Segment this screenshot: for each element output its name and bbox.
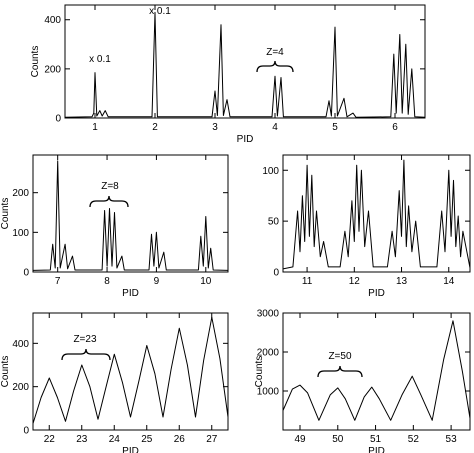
brace [317,365,363,378]
y-axis-label: Counts [254,356,265,388]
spectrum-line [32,316,229,424]
x-tick-label: 25 [141,434,153,445]
y-tick-label: 0 [23,426,29,437]
x-tick-label: 6 [392,122,398,133]
y-axis-label: Counts [0,198,11,230]
x-tick-label: 24 [109,434,121,445]
plot-frame [282,312,471,431]
x-tick-label: 51 [370,434,382,445]
y-tick-label: 100 [12,228,29,239]
x-tick-label: 3 [212,122,218,133]
y-tick-label: 2000 [257,348,280,359]
x-axis-label: PID [122,446,139,453]
x-tick-label: 23 [76,434,88,445]
annotation: Z=50 [328,351,352,362]
annotation: Z=23 [73,334,97,345]
annotation: x 0.1 [149,6,171,17]
x-axis-label: PID [237,134,254,145]
x-tick-label: 50 [332,434,344,445]
plot-frame [64,4,426,119]
y-tick-label: 3000 [257,309,280,320]
y-axis-label: Counts [30,46,41,78]
x-tick-label: 13 [396,276,408,287]
x-tick-label: 53 [446,434,458,445]
x-tick-label: 5 [332,122,338,133]
x-tick-label: 52 [408,434,420,445]
annotation: Z=4 [266,47,284,58]
x-tick-label: 4 [272,122,278,133]
x-tick-label: 11 [302,276,313,287]
y-tick-label: 50 [268,217,280,228]
spectrum-line [64,11,426,118]
y-tick-label: 0 [23,268,29,279]
x-tick-label: 27 [206,434,218,445]
plot-frame [282,154,471,273]
y-tick-label: 400 [12,339,29,350]
y-tick-label: 200 [12,188,29,199]
x-tick-label: 7 [55,276,61,287]
x-tick-label: 1 [92,122,98,133]
x-axis-label: PID [368,446,385,453]
x-tick-label: 8 [104,276,110,287]
spectrum-line [282,320,471,421]
annotation: x 0.1 [89,54,111,65]
y-tick-label: 100 [262,166,279,177]
x-axis-label: PID [122,288,139,299]
panel: 22 23 24 25 26 27 0 200 400 PID Counts Z=23 [0,312,229,453]
y-tick-label: 0 [273,268,279,279]
plot-frame [32,154,229,273]
y-tick-label: 200 [12,382,29,393]
x-tick-label: 9 [154,276,160,287]
panel: 1 2 3 4 5 6 0 200 400 PID Counts x 0.1 x 0.1 Z=4 [30,4,426,145]
x-tick-label: 22 [44,434,56,445]
x-tick-label: 14 [443,276,455,287]
y-tick-label: 200 [44,64,61,75]
panel: 49 50 51 52 53 1000 2000 3000 PID Counts Z=50 [254,309,471,453]
y-tick-label: 0 [55,114,61,125]
spectrum-line [32,160,229,271]
x-tick-label: 12 [349,276,361,287]
plot-frame [32,312,229,431]
y-tick-label: 400 [44,15,61,26]
y-tick-label: 1000 [257,387,280,398]
y-axis-label: Counts [0,356,11,388]
brace [256,60,294,73]
brace [61,348,111,361]
annotation: Z=8 [101,181,119,192]
x-tick-label: 26 [174,434,186,445]
x-tick-label: 2 [152,122,158,133]
x-axis-label: PID [368,288,385,299]
x-tick-label: 49 [294,434,306,445]
x-tick-label: 10 [200,276,212,287]
brace [89,195,129,208]
spectrum-line [282,159,471,270]
panel: 11 12 13 14 0 50 100 PID [262,154,471,299]
